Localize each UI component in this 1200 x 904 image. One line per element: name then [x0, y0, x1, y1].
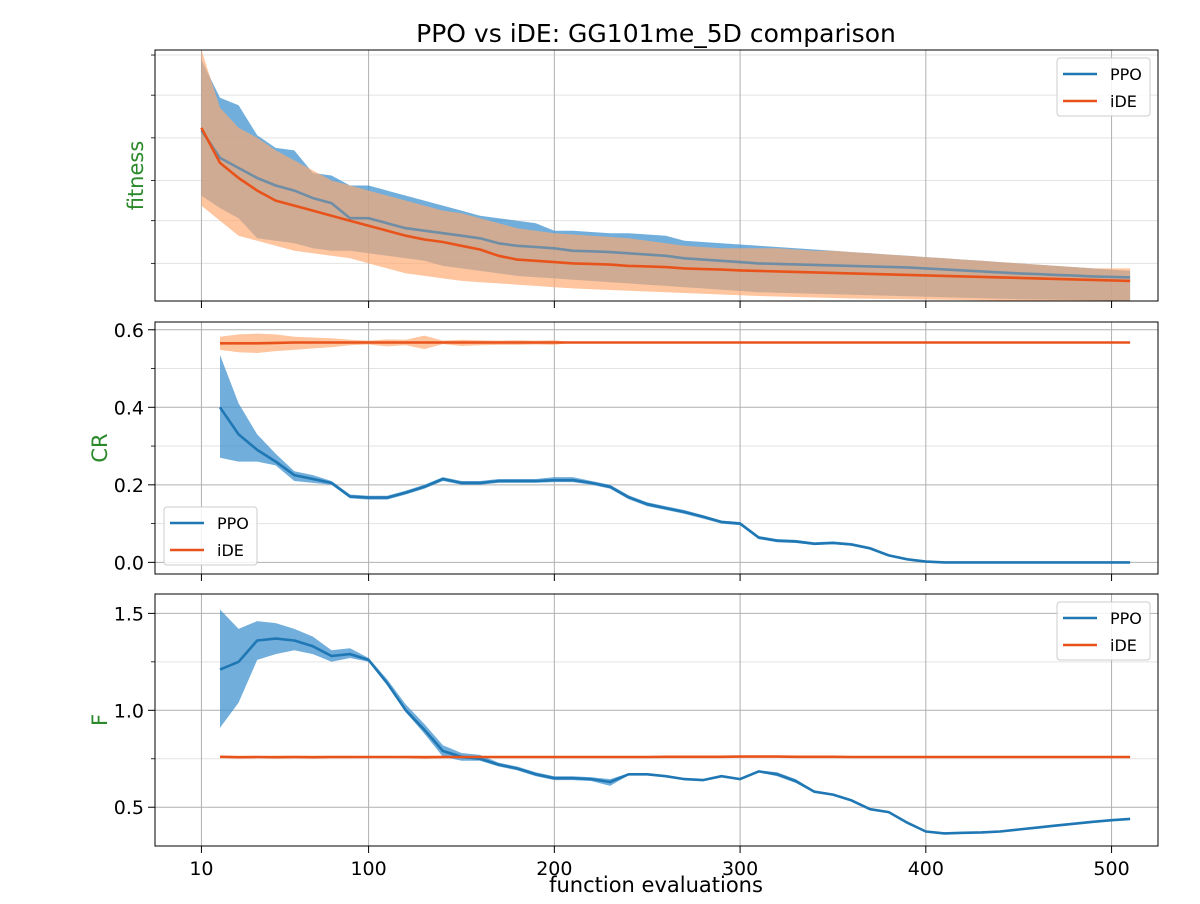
legend-label-ide: iDE	[1110, 636, 1137, 655]
panel-f: 0.5 1.0 1.5 10 100 200 300 400 500 F PPO iDE	[88, 593, 1159, 880]
legend: PPO iDE	[163, 506, 258, 566]
x-tick-label: 100	[350, 858, 386, 880]
legend: PPO iDE	[1056, 601, 1151, 661]
x-axis-label: function evaluations	[549, 873, 763, 897]
y-axis-label: F	[88, 714, 112, 726]
x-tick-label: 400	[908, 858, 944, 880]
legend-label-ppo: PPO	[1110, 609, 1142, 628]
band-ppo	[220, 609, 1131, 835]
line-ppo	[200, 129, 1131, 279]
y-tick-label: 0.4	[114, 397, 144, 419]
x-tick-label: 500	[1093, 858, 1129, 880]
y-axis-label: fitness	[124, 141, 148, 211]
band-ppo	[220, 355, 1131, 563]
legend-label-ide: iDE	[1110, 92, 1137, 111]
y-tick-label: 0.0	[114, 552, 144, 574]
axes-frame	[154, 593, 1159, 847]
x-tick-label: 10	[189, 858, 213, 880]
line-ide	[220, 341, 1131, 345]
legend-label-ppo: PPO	[1110, 65, 1142, 84]
band-ide	[201, 50, 1131, 301]
line-ide	[219, 755, 1131, 759]
legend-label-ppo: PPO	[217, 514, 249, 533]
axes-frame	[154, 49, 1159, 302]
y-tick-label: 1.5	[114, 603, 144, 625]
y-tick-label: 0.5	[114, 797, 144, 819]
panel-cr: 0.0 0.2 0.4 0.6 CR PPO iDE	[88, 320, 1159, 581]
y-tick-label: 0.6	[114, 320, 144, 342]
y-tick-label: 0.2	[114, 475, 144, 497]
x-tick-label: 200	[536, 858, 572, 880]
line-ide	[200, 127, 1131, 283]
y-axis-label: CR	[88, 433, 112, 462]
y-tick-label: 1.0	[114, 700, 144, 722]
panel-fitness: fitness PPO iDE	[124, 49, 1159, 308]
x-tick-label: 300	[722, 858, 758, 880]
line-ppo	[218, 406, 1131, 564]
line-ppo	[219, 637, 1131, 835]
axes-frame	[154, 321, 1159, 575]
chart-title: PPO vs iDE: GG101me_5D comparison	[416, 19, 896, 48]
legend: PPO iDE	[1056, 57, 1151, 117]
legend-label-ide: iDE	[217, 541, 244, 560]
